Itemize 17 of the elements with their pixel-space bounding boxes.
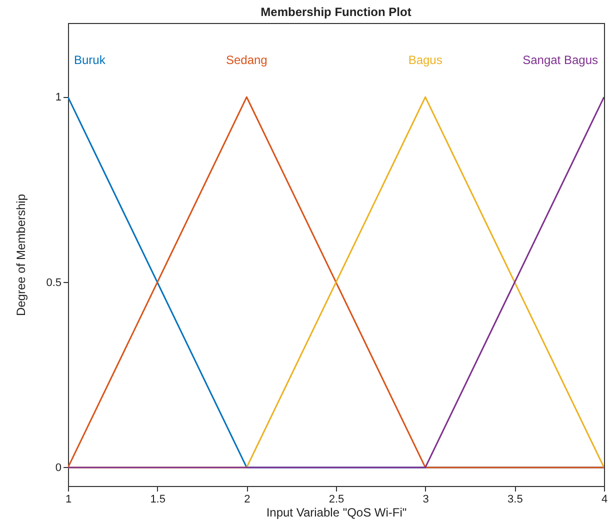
- y-tick-label: 0: [55, 462, 62, 474]
- text: Sedang: [226, 53, 268, 68]
- y-tick-label: 1: [55, 92, 62, 104]
- x-tick-label: 1: [65, 494, 72, 506]
- x-tick-label: 3.5: [508, 494, 523, 506]
- y-tick-label: 0.5: [46, 276, 62, 289]
- text: Bagus: [408, 53, 442, 68]
- x-tick-label: 2.5: [328, 494, 344, 506]
- y-axis-title: Degree of Membership: [14, 194, 28, 316]
- text: Buruk: [74, 53, 106, 68]
- x-tick-label: 4: [601, 494, 608, 506]
- text: Sangat Bagus: [522, 53, 598, 68]
- x-tick-label: 1.5: [150, 494, 166, 506]
- x-tick-label: 2: [244, 494, 250, 506]
- x-axis-title: Input Variable "QoS Wi-Fi": [266, 506, 407, 520]
- x-tick-label: 3: [422, 494, 429, 506]
- chart-title: Membership Function Plot: [260, 5, 412, 19]
